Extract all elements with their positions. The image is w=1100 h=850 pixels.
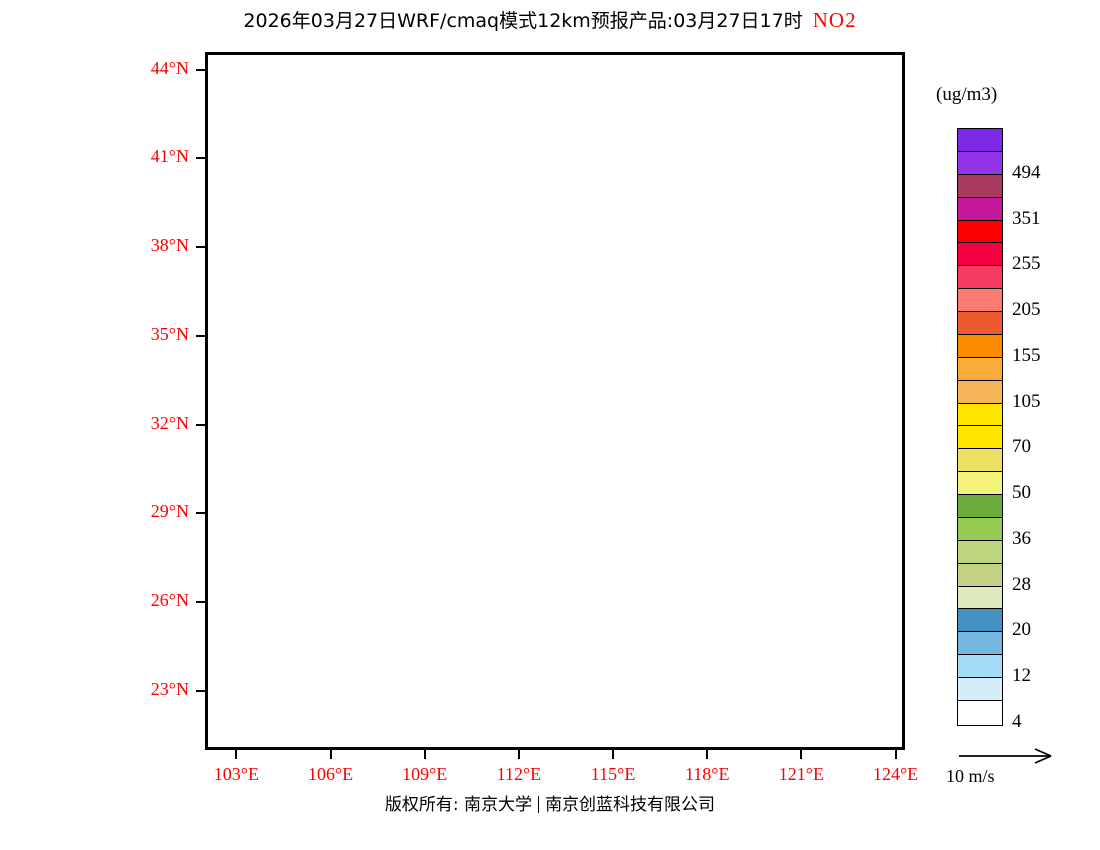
colorbar-band <box>958 174 1002 198</box>
colorbar-tick-label: 205 <box>1012 299 1041 321</box>
colorbar-tick-label: 105 <box>1012 390 1041 412</box>
colorbar-tick-label: 494 <box>1012 161 1041 183</box>
colorbar-band <box>958 472 1002 495</box>
latitude-tick <box>196 423 207 426</box>
colorbar-tick-label: 4 <box>1012 711 1022 732</box>
longitude-label: 109°E <box>402 764 448 784</box>
latitude-tick <box>196 689 207 692</box>
forecast-map[interactable] <box>205 52 905 750</box>
latitude-tick <box>196 512 207 515</box>
latitude-tick <box>196 68 207 71</box>
colorbar-tick-label: 36 <box>1012 527 1031 549</box>
map-raster <box>208 55 902 747</box>
title-text: 2026年03月27日WRF/cmaq模式12km预报产品:03月27日17时 <box>243 10 803 32</box>
colorbar-band <box>958 609 1002 633</box>
longitude-label: 118°E <box>684 764 730 784</box>
latitude-label: 41°N <box>150 146 189 167</box>
longitude-label: 124°E <box>872 764 919 784</box>
latitude-label: 26°N <box>150 590 189 611</box>
colorbar-band <box>958 220 1002 244</box>
latitude-label: 44°N <box>150 57 189 78</box>
colorbar-tick-label: 12 <box>1012 665 1031 687</box>
longitude-label: 115°E <box>590 764 636 784</box>
latitude-label: 32°N <box>150 412 189 433</box>
colorbar-tick-label: 70 <box>1012 436 1031 458</box>
colorbar-band <box>958 357 1002 381</box>
longitude-tick <box>800 748 803 759</box>
colorbar-band <box>958 243 1002 267</box>
colorbar-band <box>958 563 1002 587</box>
colorbar-tick-label: 28 <box>1012 573 1031 595</box>
wind-scale-label: 10 m/s <box>946 766 995 786</box>
copyright-right: 南京创蓝科技有限公司 <box>545 795 716 815</box>
longitude-tick <box>706 748 709 759</box>
colorbar-tick-label: 155 <box>1012 344 1041 366</box>
latitude-label: 35°N <box>150 323 189 344</box>
latitude-tick <box>196 246 207 249</box>
longitude-label: 112°E <box>496 764 542 784</box>
colorbar-band <box>958 289 1002 312</box>
colorbar-tick-label: 255 <box>1012 253 1041 275</box>
colorbar-band <box>958 151 1002 175</box>
colorbar-band <box>958 540 1002 564</box>
copyright-separator <box>538 796 540 813</box>
colorbar-band <box>958 586 1002 610</box>
latitude-label: 29°N <box>150 501 189 522</box>
latitude-tick <box>196 334 207 337</box>
wind-scale-key: 10 m/s <box>946 748 1075 792</box>
longitude-label: 106°E <box>307 764 354 784</box>
colorbar-tick-label: 351 <box>1012 207 1041 229</box>
colorbar-band <box>958 700 1002 724</box>
colorbar-band <box>958 266 1002 290</box>
colorbar-band <box>958 678 1002 701</box>
latitude-label: 38°N <box>150 235 189 256</box>
copyright-left: 版权所有: 南京大学 <box>384 795 533 815</box>
longitude-tick <box>329 748 332 759</box>
colorbar-band <box>958 655 1002 678</box>
colorbar[interactable] <box>957 128 1003 726</box>
latitude-label: 23°N <box>150 678 189 699</box>
colorbar-band <box>958 380 1002 404</box>
colorbar-band <box>958 449 1002 473</box>
colorbar-band <box>958 403 1002 427</box>
colorbar-band <box>958 632 1002 656</box>
page-title: 2026年03月27日WRF/cmaq模式12km预报产品:03月27日17时 N… <box>0 6 1100 33</box>
colorbar-band <box>958 495 1002 518</box>
colorbar-band <box>958 426 1002 450</box>
colorbar-band <box>958 197 1002 221</box>
longitude-tick <box>423 748 426 759</box>
colorbar-tick-label: 20 <box>1012 619 1031 641</box>
longitude-tick <box>517 748 520 759</box>
longitude-label: 103°E <box>213 764 259 784</box>
colorbar-band <box>958 129 1002 152</box>
colorbar-band <box>958 334 1002 358</box>
colorbar-band <box>958 517 1002 541</box>
longitude-tick <box>612 748 615 759</box>
latitude-tick <box>196 601 207 604</box>
latitude-tick <box>196 157 207 160</box>
wind-arrow-icon <box>959 748 1052 764</box>
species-label: NO2 <box>812 8 857 32</box>
copyright: 版权所有: 南京大学 南京创蓝科技有限公司 <box>0 790 1100 815</box>
colorbar-tick-label: 50 <box>1012 482 1031 504</box>
colorbar-unit: (ug/m3) <box>936 84 998 105</box>
longitude-tick <box>894 748 897 759</box>
colorbar-band <box>958 312 1002 335</box>
longitude-label: 121°E <box>778 764 824 784</box>
longitude-tick <box>235 748 238 759</box>
